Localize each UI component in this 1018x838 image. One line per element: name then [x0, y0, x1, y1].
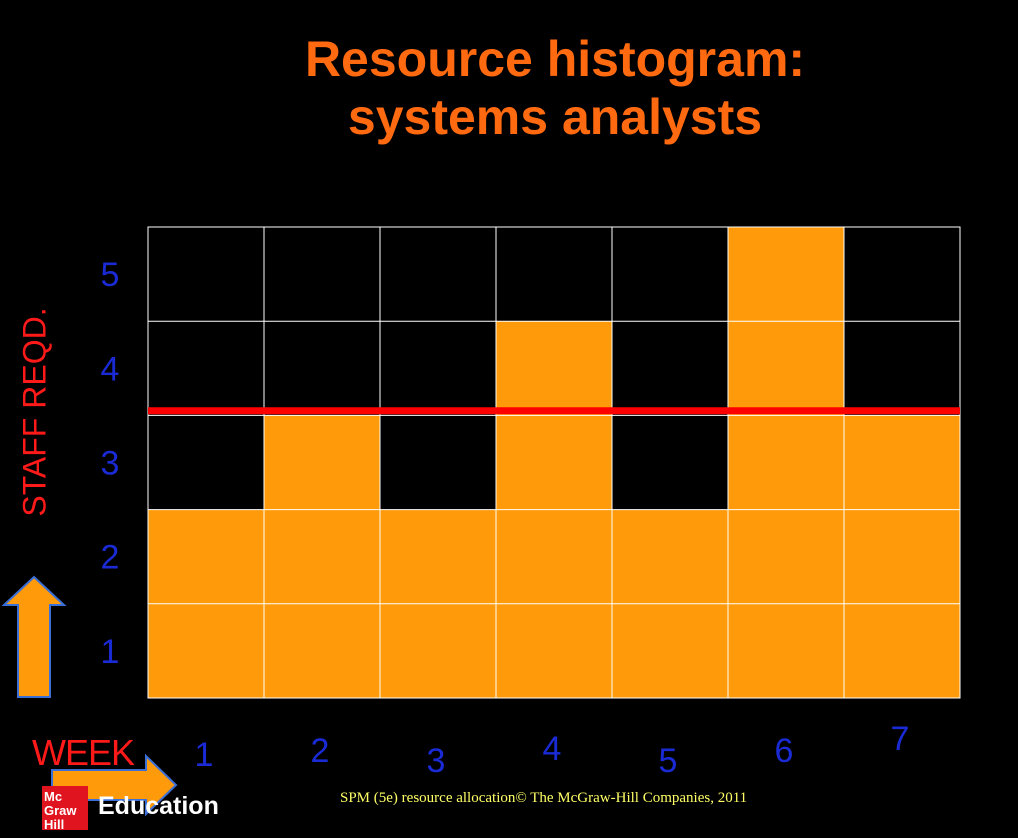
y-tick-label: 5: [101, 256, 120, 294]
bar-week-6: [728, 227, 844, 698]
x-axis-label: WEEK: [32, 732, 135, 773]
y-tick-label: 4: [101, 350, 120, 388]
plot-border: [147, 226, 961, 699]
publisher-logo: Mc Graw Hill Education: [42, 786, 219, 832]
x-tick-label: 4: [543, 730, 562, 768]
bar-week-2: [264, 415, 380, 698]
logo-line-3: Hill: [44, 817, 65, 832]
logo-word: Education: [98, 792, 219, 820]
x-tick-label: 6: [775, 732, 794, 770]
y-tick-label: 2: [101, 539, 120, 577]
logo-box: Mc Graw Hill: [42, 786, 88, 832]
title-line-1: Resource histogram:: [304, 31, 806, 87]
x-tick-label: 7: [891, 720, 910, 758]
up-arrow-icon: [1, 575, 67, 698]
y-tick-label: 3: [101, 445, 120, 483]
title-line-2: systems analysts: [347, 89, 763, 145]
bar-week-7: [844, 415, 960, 698]
x-tick-label: 5: [659, 742, 678, 780]
y-axis-label: STAFF REQD.: [16, 307, 53, 517]
logo-line-1: Mc: [44, 789, 63, 804]
y-tick-label: 1: [101, 633, 120, 671]
x-tick-label: 3: [427, 742, 446, 780]
footer-copyright: SPM (5e) resource allocation© The McGraw…: [340, 790, 748, 806]
x-tick-label: 2: [311, 732, 330, 770]
chart-title: Resource histogram: systems analysts: [210, 30, 900, 146]
x-tick-label: 1: [195, 736, 214, 774]
logo-line-2: Graw: [44, 803, 77, 818]
